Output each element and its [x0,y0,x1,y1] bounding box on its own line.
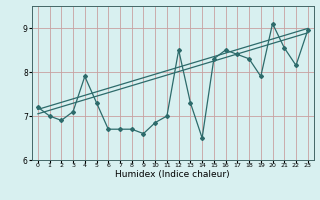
X-axis label: Humidex (Indice chaleur): Humidex (Indice chaleur) [116,170,230,179]
